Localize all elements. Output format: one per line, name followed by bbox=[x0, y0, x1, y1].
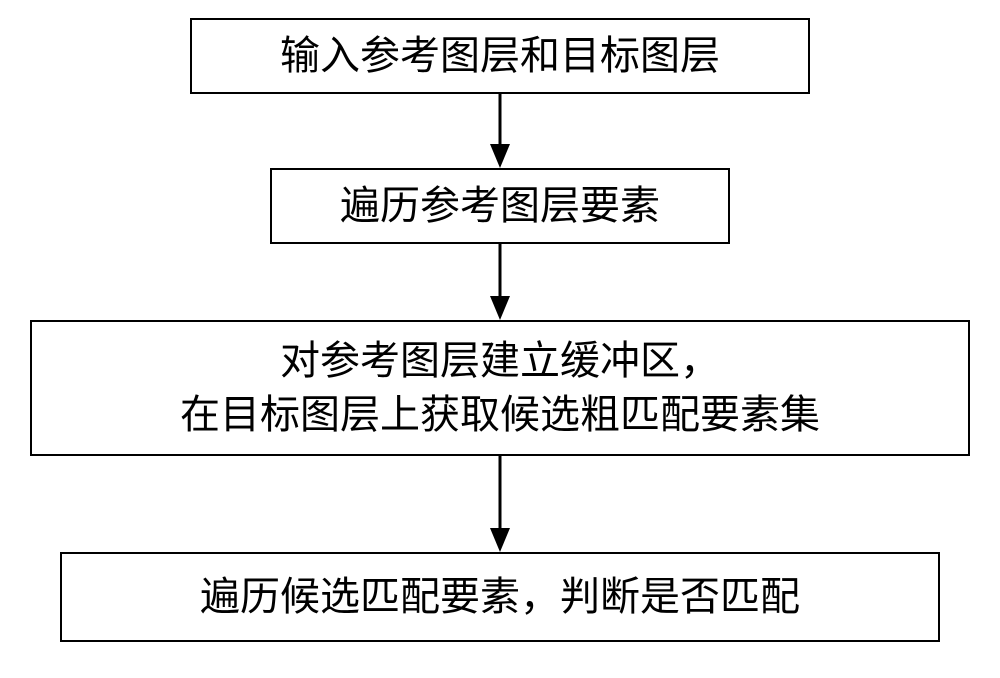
flow-node-build-buffer: 对参考图层建立缓冲区， 在目标图层上获取候选粗匹配要素集 bbox=[30, 320, 970, 456]
flow-node-input-layers: 输入参考图层和目标图层 bbox=[190, 18, 810, 94]
flow-node-traverse-candidates: 遍历候选匹配要素，判断是否匹配 bbox=[60, 552, 940, 642]
flowchart-canvas: 输入参考图层和目标图层 遍历参考图层要素 对参考图层建立缓冲区， 在目标图层上获… bbox=[0, 0, 1000, 678]
flow-node-traverse-reference: 遍历参考图层要素 bbox=[270, 168, 730, 244]
